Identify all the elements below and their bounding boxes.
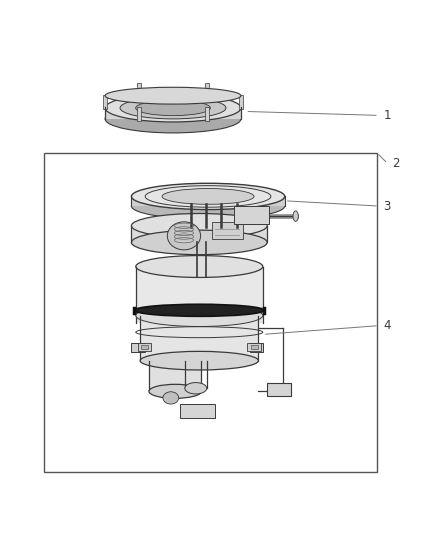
- Ellipse shape: [140, 351, 258, 370]
- Ellipse shape: [131, 193, 285, 219]
- Polygon shape: [105, 106, 241, 119]
- Bar: [250, 343, 263, 352]
- Bar: [180, 405, 215, 418]
- Bar: [212, 222, 243, 239]
- Bar: [247, 343, 261, 351]
- Polygon shape: [136, 266, 263, 324]
- Ellipse shape: [136, 255, 263, 278]
- Ellipse shape: [185, 383, 207, 394]
- Ellipse shape: [131, 214, 267, 238]
- Ellipse shape: [134, 304, 264, 316]
- Ellipse shape: [105, 87, 241, 104]
- Ellipse shape: [163, 392, 179, 404]
- Ellipse shape: [293, 211, 298, 221]
- Bar: [131, 343, 145, 352]
- Bar: [103, 95, 107, 109]
- Bar: [138, 343, 151, 351]
- Ellipse shape: [120, 97, 226, 119]
- Ellipse shape: [167, 222, 201, 250]
- Ellipse shape: [149, 384, 201, 398]
- Bar: [137, 107, 141, 121]
- Ellipse shape: [105, 105, 241, 133]
- Ellipse shape: [131, 183, 285, 209]
- Polygon shape: [140, 316, 258, 361]
- Polygon shape: [149, 361, 201, 391]
- Bar: [267, 383, 291, 395]
- Bar: [251, 345, 258, 349]
- Bar: [137, 83, 141, 96]
- Polygon shape: [131, 226, 267, 243]
- Bar: [234, 206, 269, 223]
- Bar: [205, 107, 209, 121]
- Text: 1: 1: [383, 109, 391, 122]
- Ellipse shape: [136, 100, 210, 116]
- Bar: [44, 152, 377, 472]
- Ellipse shape: [162, 189, 254, 204]
- Bar: [205, 83, 209, 96]
- Ellipse shape: [105, 94, 241, 122]
- Polygon shape: [131, 197, 285, 206]
- Bar: [239, 95, 243, 109]
- Text: 4: 4: [383, 319, 391, 332]
- Ellipse shape: [136, 304, 263, 327]
- Text: 2: 2: [392, 157, 399, 170]
- Ellipse shape: [131, 230, 267, 255]
- Bar: [141, 345, 148, 349]
- Text: 3: 3: [383, 199, 391, 213]
